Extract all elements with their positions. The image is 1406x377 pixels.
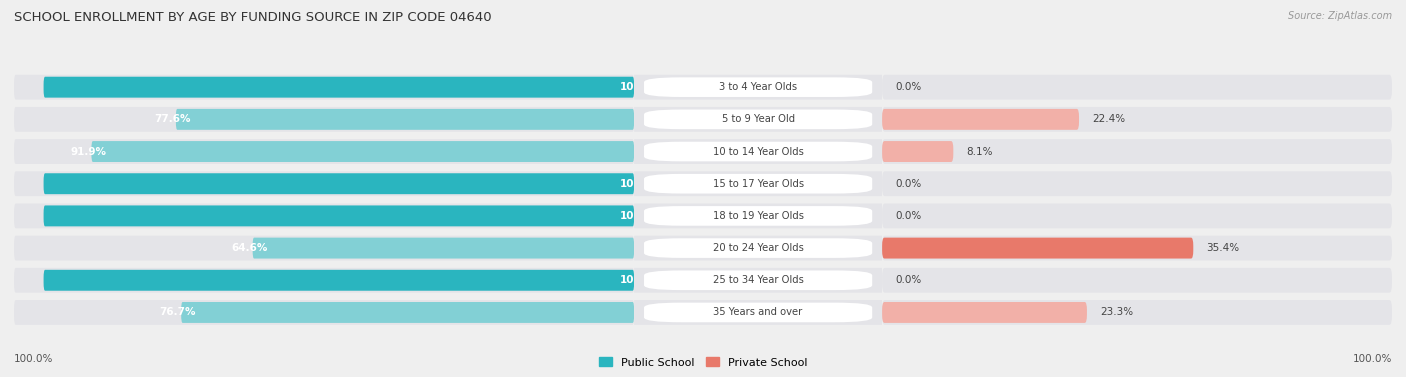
FancyBboxPatch shape (44, 173, 634, 194)
FancyBboxPatch shape (644, 303, 872, 322)
FancyBboxPatch shape (644, 110, 872, 129)
Text: 0.0%: 0.0% (896, 179, 921, 189)
Text: 100.0%: 100.0% (619, 179, 662, 189)
FancyBboxPatch shape (882, 236, 1392, 261)
Text: 0.0%: 0.0% (896, 211, 921, 221)
Text: 100.0%: 100.0% (619, 82, 662, 92)
FancyBboxPatch shape (882, 139, 1392, 164)
Text: SCHOOL ENROLLMENT BY AGE BY FUNDING SOURCE IN ZIP CODE 04640: SCHOOL ENROLLMENT BY AGE BY FUNDING SOUR… (14, 11, 492, 24)
FancyBboxPatch shape (644, 238, 872, 258)
FancyBboxPatch shape (14, 236, 634, 261)
FancyBboxPatch shape (882, 109, 1078, 130)
FancyBboxPatch shape (253, 238, 634, 259)
Text: 10 to 14 Year Olds: 10 to 14 Year Olds (713, 147, 804, 156)
FancyBboxPatch shape (644, 142, 872, 161)
FancyBboxPatch shape (634, 300, 882, 325)
FancyBboxPatch shape (882, 107, 1392, 132)
FancyBboxPatch shape (634, 75, 882, 100)
FancyBboxPatch shape (882, 238, 1194, 259)
Text: 77.6%: 77.6% (155, 114, 191, 124)
Text: 25 to 34 Year Olds: 25 to 34 Year Olds (713, 275, 804, 285)
Text: 100.0%: 100.0% (619, 211, 662, 221)
FancyBboxPatch shape (634, 107, 882, 132)
FancyBboxPatch shape (14, 75, 634, 100)
FancyBboxPatch shape (882, 75, 1392, 100)
FancyBboxPatch shape (14, 268, 634, 293)
Text: 20 to 24 Year Olds: 20 to 24 Year Olds (713, 243, 804, 253)
FancyBboxPatch shape (14, 204, 634, 228)
Text: 5 to 9 Year Old: 5 to 9 Year Old (721, 114, 794, 124)
FancyBboxPatch shape (644, 206, 872, 226)
FancyBboxPatch shape (882, 171, 1392, 196)
FancyBboxPatch shape (14, 300, 634, 325)
Text: 64.6%: 64.6% (231, 243, 267, 253)
FancyBboxPatch shape (644, 174, 872, 193)
FancyBboxPatch shape (91, 141, 634, 162)
FancyBboxPatch shape (882, 204, 1392, 228)
FancyBboxPatch shape (14, 107, 634, 132)
FancyBboxPatch shape (176, 109, 634, 130)
Text: 91.9%: 91.9% (70, 147, 107, 156)
Text: Source: ZipAtlas.com: Source: ZipAtlas.com (1288, 11, 1392, 21)
FancyBboxPatch shape (44, 270, 634, 291)
FancyBboxPatch shape (882, 268, 1392, 293)
FancyBboxPatch shape (644, 270, 872, 290)
Text: 35.4%: 35.4% (1206, 243, 1240, 253)
FancyBboxPatch shape (14, 139, 634, 164)
FancyBboxPatch shape (634, 139, 882, 164)
FancyBboxPatch shape (44, 77, 634, 98)
FancyBboxPatch shape (44, 205, 634, 226)
FancyBboxPatch shape (882, 302, 1087, 323)
FancyBboxPatch shape (634, 171, 882, 196)
FancyBboxPatch shape (181, 302, 634, 323)
Text: 0.0%: 0.0% (896, 275, 921, 285)
Text: 8.1%: 8.1% (966, 147, 993, 156)
Text: 23.3%: 23.3% (1099, 308, 1133, 317)
FancyBboxPatch shape (882, 300, 1392, 325)
FancyBboxPatch shape (882, 141, 953, 162)
FancyBboxPatch shape (14, 171, 634, 196)
Text: 3 to 4 Year Olds: 3 to 4 Year Olds (718, 82, 797, 92)
Text: 76.7%: 76.7% (159, 308, 195, 317)
Legend: Public School, Private School: Public School, Private School (599, 357, 807, 368)
Text: 22.4%: 22.4% (1092, 114, 1125, 124)
FancyBboxPatch shape (634, 236, 882, 261)
FancyBboxPatch shape (634, 204, 882, 228)
Text: 0.0%: 0.0% (896, 82, 921, 92)
FancyBboxPatch shape (644, 77, 872, 97)
Text: 18 to 19 Year Olds: 18 to 19 Year Olds (713, 211, 804, 221)
Text: 100.0%: 100.0% (14, 354, 53, 365)
Text: 100.0%: 100.0% (1353, 354, 1392, 365)
Text: 100.0%: 100.0% (619, 275, 662, 285)
Text: 15 to 17 Year Olds: 15 to 17 Year Olds (713, 179, 804, 189)
Text: 35 Years and over: 35 Years and over (713, 308, 803, 317)
FancyBboxPatch shape (634, 268, 882, 293)
